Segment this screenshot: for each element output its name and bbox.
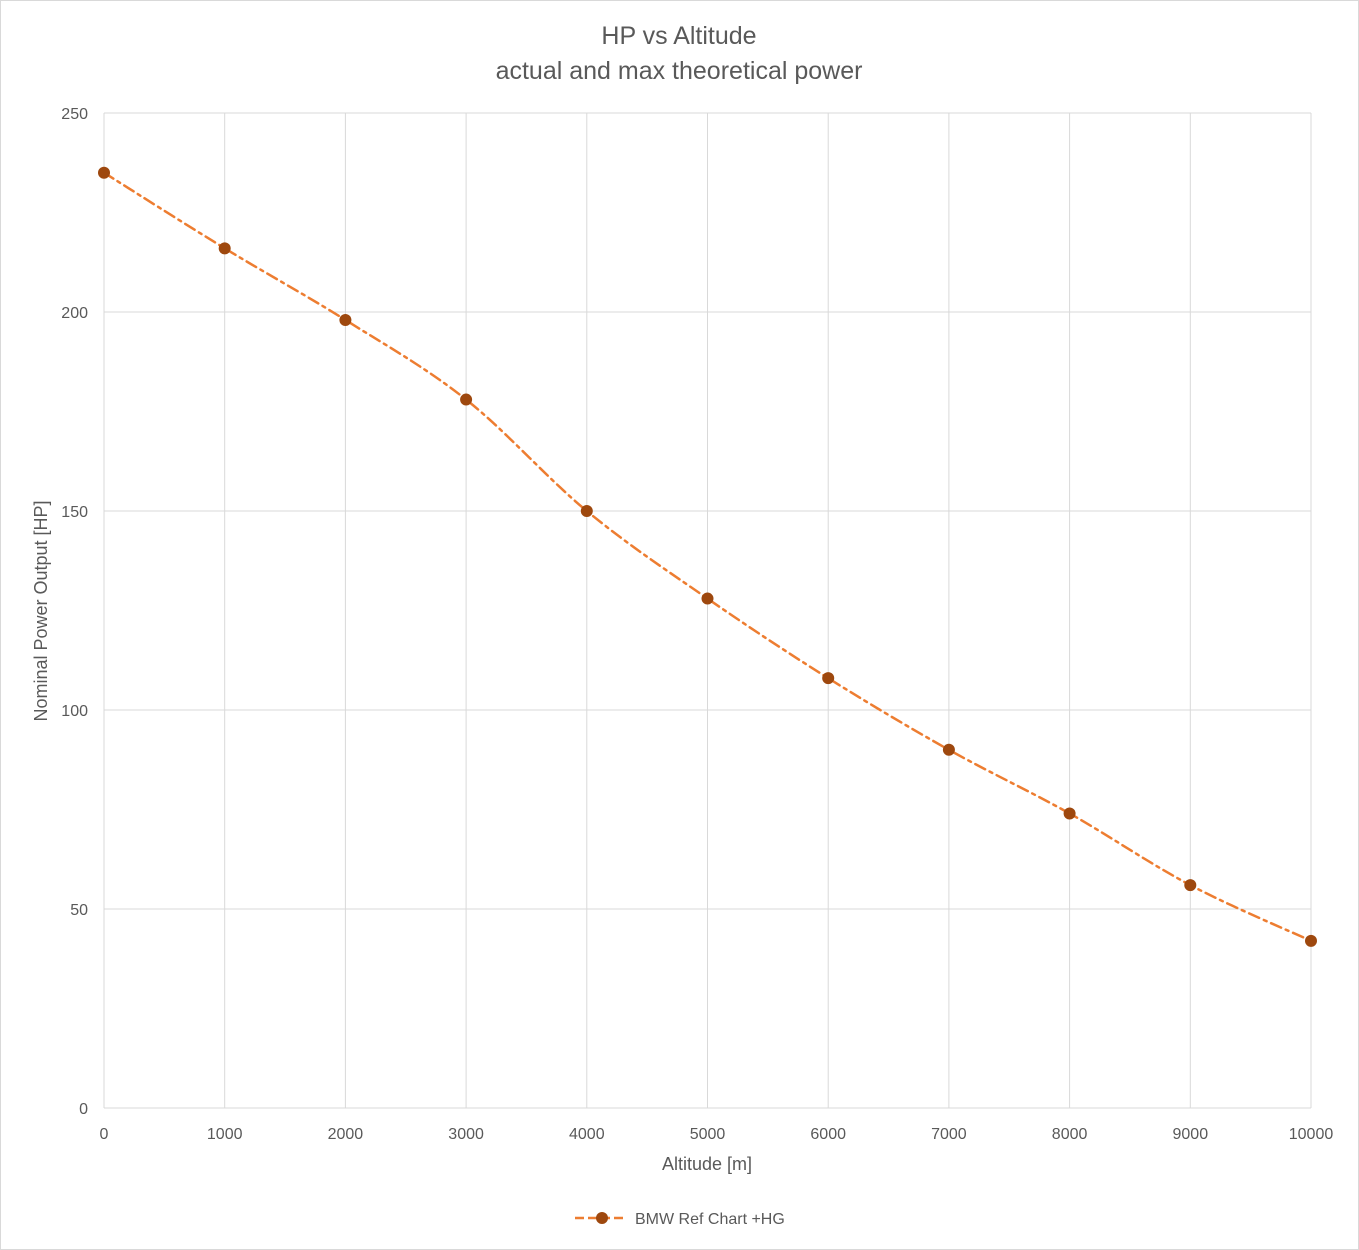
x-tick-label: 2000 bbox=[328, 1126, 364, 1143]
data-point bbox=[98, 166, 110, 179]
y-tick-label: 200 bbox=[61, 305, 88, 322]
chart-title: HP vs Altitude bbox=[601, 22, 756, 50]
legend: BMW Ref Chart +HG bbox=[575, 1211, 785, 1228]
data-point bbox=[701, 592, 714, 605]
x-tick-label: 9000 bbox=[1173, 1126, 1209, 1143]
gridlines bbox=[103, 112, 1312, 1109]
data-point bbox=[822, 672, 835, 685]
data-point bbox=[1184, 879, 1197, 892]
y-tick-label: 50 bbox=[70, 902, 88, 919]
x-tick-label: 7000 bbox=[931, 1126, 967, 1143]
data-point bbox=[942, 743, 955, 756]
y-axis-title: Nominal Power Output [HP] bbox=[31, 500, 51, 721]
x-tick-label: 8000 bbox=[1052, 1126, 1088, 1143]
y-tick-label: 250 bbox=[61, 106, 88, 123]
x-tick-label: 10000 bbox=[1289, 1126, 1334, 1143]
x-tick-label: 0 bbox=[100, 1126, 109, 1143]
x-tick-label: 6000 bbox=[810, 1126, 846, 1143]
y-tick-label: 100 bbox=[61, 703, 88, 720]
data-point bbox=[580, 505, 593, 517]
y-tick-label: 150 bbox=[61, 504, 88, 521]
data-point bbox=[1305, 934, 1317, 947]
series-line bbox=[102, 171, 1313, 943]
series-layer bbox=[98, 166, 1317, 947]
tick-labels: 0 50 100 150 200 250 0 1000 2000 3000 4000 5000 6000… bbox=[61, 106, 1333, 1143]
x-tick-label: 3000 bbox=[448, 1126, 484, 1143]
legend-label: BMW Ref Chart +HG bbox=[635, 1211, 785, 1228]
data-point bbox=[339, 313, 352, 326]
x-tick-label: 5000 bbox=[690, 1126, 726, 1143]
y-tick-label: 0 bbox=[79, 1101, 88, 1118]
data-point bbox=[1063, 807, 1076, 820]
data-point bbox=[218, 242, 231, 255]
chart-subtitle: actual and max theoretical power bbox=[496, 57, 863, 85]
x-tick-label: 4000 bbox=[569, 1126, 605, 1143]
legend-marker-sample bbox=[596, 1212, 608, 1224]
x-axis-title: Altitude [m] bbox=[662, 1154, 752, 1174]
data-point bbox=[460, 393, 473, 406]
x-tick-label: 1000 bbox=[207, 1126, 243, 1143]
